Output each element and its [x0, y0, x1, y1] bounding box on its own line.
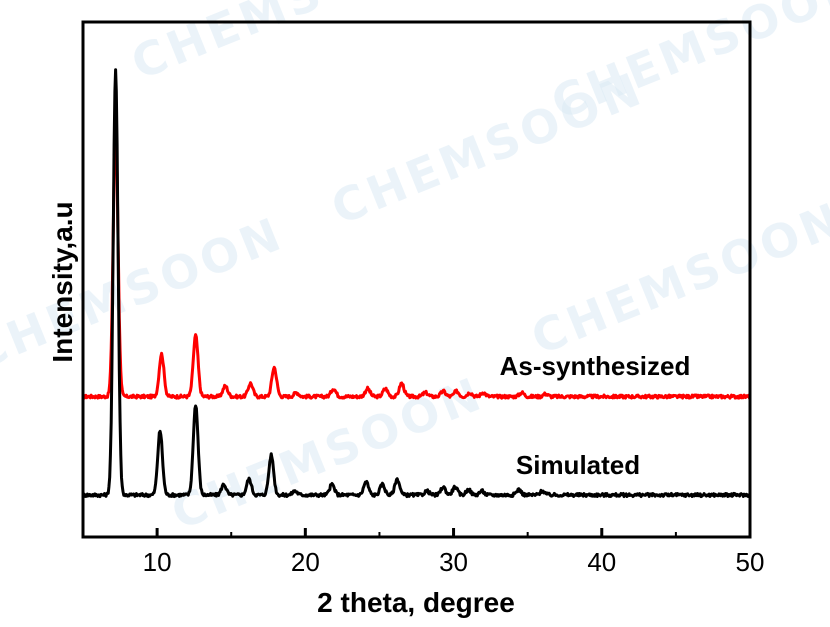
watermark-text: CHEMSOON: [0, 206, 291, 380]
watermark-text: CHEMSOON: [524, 191, 830, 365]
x-tick-label: 20: [291, 547, 320, 577]
series-label-as-synthesized: As-synthesized: [500, 351, 691, 381]
series-layer: [81, 68, 752, 499]
plot-frame: [81, 20, 752, 539]
x-axis-ticks: 10 20 30 40 50: [143, 528, 765, 577]
x-axis-title: 2 theta, degree: [317, 587, 515, 618]
x-tick-label: 50: [736, 547, 765, 577]
y-axis-title: Intensity,a.u: [47, 201, 78, 362]
x-tick-label: 40: [587, 547, 616, 577]
watermark-text: CHEMSOON: [544, 0, 830, 130]
x-tick-label: 10: [143, 547, 172, 577]
x-tick-label: 30: [439, 547, 468, 577]
series-labels: As-synthesized Simulated: [500, 351, 691, 480]
series-label-simulated: Simulated: [516, 450, 640, 480]
watermark-text: CHEMSOON: [124, 0, 451, 90]
series-line-simulated: [81, 68, 751, 499]
series-line-as-synthesized: [82, 124, 752, 400]
